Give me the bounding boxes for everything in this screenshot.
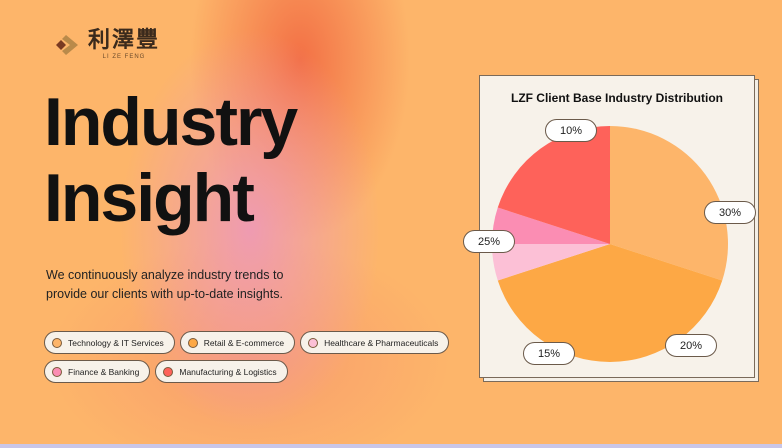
page-title: Industry Insight bbox=[44, 84, 298, 236]
data-label: 15% bbox=[523, 342, 575, 365]
bottom-bar bbox=[0, 444, 782, 448]
data-label: 20% bbox=[665, 334, 717, 357]
legend-item: Finance & Banking bbox=[44, 360, 151, 383]
legend-dot-icon bbox=[52, 337, 62, 348]
logo-chinese-name: 利澤豐 bbox=[88, 27, 161, 52]
legend-label: Finance & Banking bbox=[68, 366, 140, 377]
pie-chart bbox=[492, 126, 728, 362]
data-label: 30% bbox=[704, 201, 756, 224]
legend-label: Technology & IT Services bbox=[68, 337, 164, 348]
pie-slice bbox=[497, 126, 610, 244]
logo: 利澤豐 LI ZE FENG bbox=[52, 28, 160, 61]
data-label: 25% bbox=[463, 230, 515, 253]
data-label: 10% bbox=[545, 119, 597, 142]
legend-dot-icon bbox=[52, 366, 62, 377]
title-line-1: Industry bbox=[44, 84, 298, 160]
pie-slice bbox=[492, 207, 610, 244]
legend-label: Retail & E-commerce bbox=[203, 337, 285, 348]
legend-dot-icon bbox=[163, 366, 174, 377]
legend-item: Healthcare & Pharmaceuticals bbox=[300, 331, 450, 354]
logo-mark-icon bbox=[56, 34, 78, 55]
pie-slice bbox=[497, 244, 723, 362]
legend-item: Technology & IT Services bbox=[44, 331, 175, 354]
legend: Technology & IT Services Retail & E-comme… bbox=[44, 331, 454, 383]
description: We continuously analyze industry trends … bbox=[46, 268, 284, 301]
legend-item: Retail & E-commerce bbox=[179, 331, 296, 354]
chart-title: LZF Client Base Industry Distribution bbox=[510, 91, 723, 105]
legend-item: Manufacturing & Logistics bbox=[155, 360, 288, 383]
logo-english-name: LI ZE FENG bbox=[102, 54, 146, 60]
legend-label: Manufacturing & Logistics bbox=[179, 366, 277, 377]
legend-dot-icon bbox=[308, 337, 319, 348]
legend-dot-icon bbox=[187, 337, 198, 348]
chart-card: LZF Client Base Industry Distribution 30… bbox=[463, 75, 756, 378]
title-line-2: Insight bbox=[44, 160, 255, 236]
legend-label: Healthcare & Pharmaceuticals bbox=[324, 337, 439, 348]
logo-text: 利澤豐 LI ZE FENG bbox=[88, 28, 160, 61]
pie-slice bbox=[492, 244, 610, 281]
pie-slice bbox=[610, 126, 728, 281]
